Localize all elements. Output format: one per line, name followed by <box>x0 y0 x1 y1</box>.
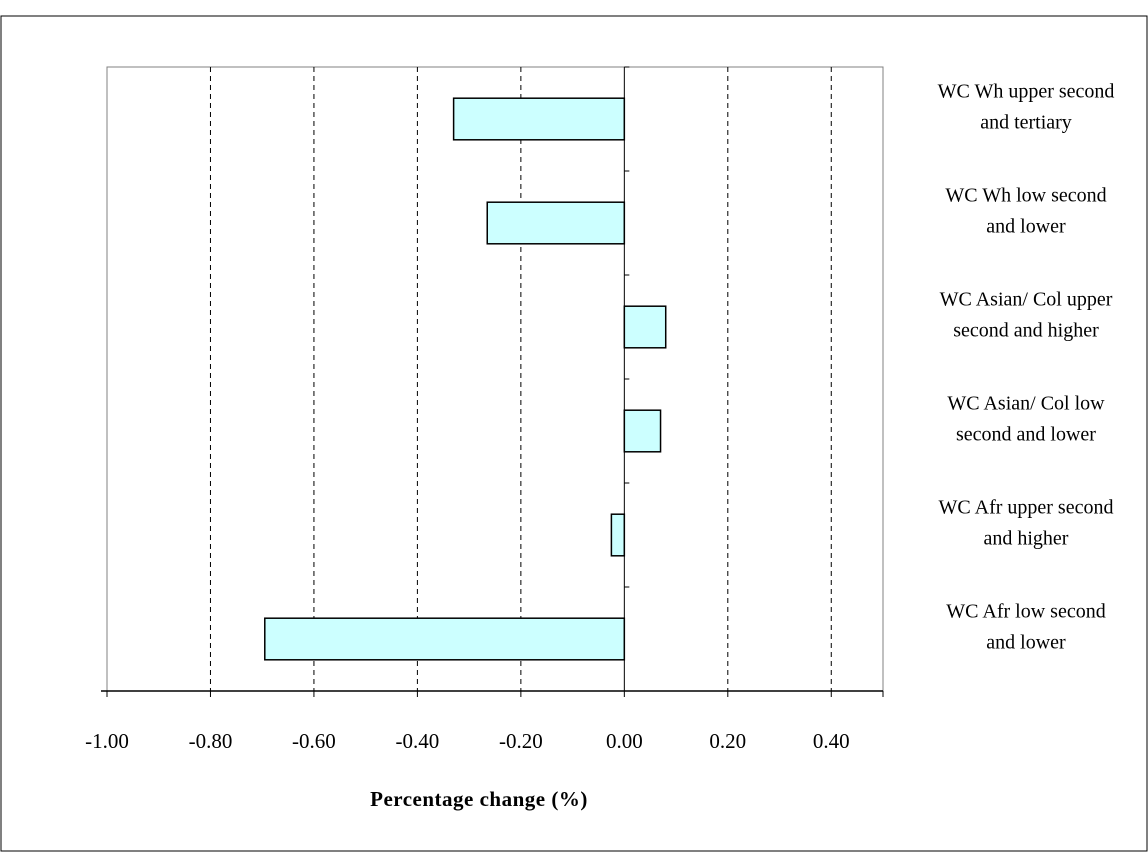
category-label: WC Wh low second and lower <box>945 185 1106 238</box>
x-tick-labels: -1.00 -0.80 -0.60 -0.40 -0.20 0.00 0.20 0.40 <box>85 729 850 753</box>
plot-area <box>106 66 884 692</box>
bar <box>623 409 662 453</box>
category-label: WC Afr upper second and higher <box>939 497 1114 550</box>
gridlines <box>209 67 832 691</box>
x-tick-label: -0.60 <box>292 729 336 753</box>
category-label-line: second and lower <box>956 424 1096 446</box>
x-tick-label: 0.20 <box>709 729 746 753</box>
category-labels: WC Wh upper second and tertiary WC Wh low … <box>938 81 1115 654</box>
category-label-line: WC Asian/ Col low <box>947 393 1105 415</box>
category-label-line: and lower <box>986 216 1066 238</box>
x-tick-label: -1.00 <box>85 729 129 753</box>
category-label-line: WC Afr low second <box>946 601 1105 623</box>
category-label-line: WC Asian/ Col upper <box>940 289 1113 311</box>
bar <box>623 305 667 349</box>
bar <box>610 513 626 557</box>
category-label: WC Afr low second and lower <box>946 601 1105 654</box>
bar <box>264 617 626 661</box>
category-label-line: WC Wh upper second <box>938 81 1115 103</box>
x-axis-title: Percentage change (%) <box>370 787 588 811</box>
x-tick-label: -0.40 <box>396 729 440 753</box>
category-label: WC Wh upper second and tertiary <box>938 81 1115 134</box>
category-label-line: second and higher <box>953 320 1099 342</box>
bar <box>452 97 626 141</box>
category-label: WC Asian/ Col upper second and higher <box>940 289 1113 342</box>
x-tick-label: 0.40 <box>813 729 850 753</box>
bar <box>486 201 626 245</box>
category-label: WC Asian/ Col low second and lower <box>947 393 1105 446</box>
category-label-line: WC Afr upper second <box>939 497 1114 519</box>
category-label-line: and tertiary <box>980 112 1072 134</box>
x-tick-label: 0.00 <box>606 729 643 753</box>
category-label-line: and higher <box>984 528 1069 550</box>
category-label-line: WC Wh low second <box>945 185 1106 207</box>
x-tick-label: -0.20 <box>499 729 543 753</box>
x-tick-label: -0.80 <box>189 729 233 753</box>
bars <box>264 97 667 661</box>
category-label-line: and lower <box>986 632 1066 654</box>
axes <box>101 66 884 697</box>
